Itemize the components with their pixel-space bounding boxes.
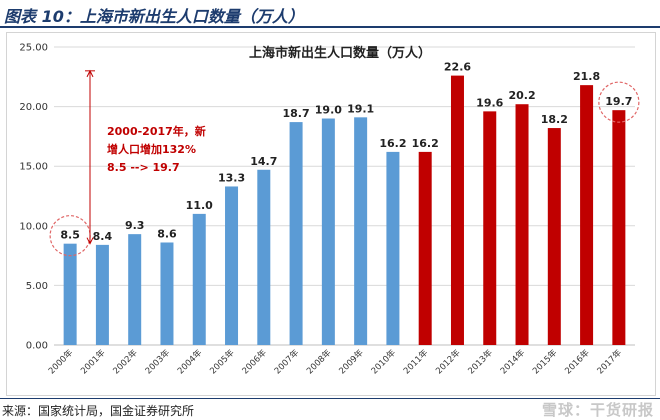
data-label: 8.5 — [60, 229, 80, 242]
bar-2006年 — [257, 169, 271, 345]
x-tick-label: 2017年 — [595, 347, 624, 376]
bar-2003年 — [160, 242, 174, 345]
data-label: 8.4 — [93, 230, 113, 243]
data-label: 19.0 — [315, 104, 342, 117]
bar-2010年 — [386, 151, 400, 345]
annotation-line-2: 8.5 --> 19.7 — [107, 161, 180, 174]
data-label: 11.0 — [186, 199, 213, 212]
data-label: 18.2 — [541, 113, 568, 126]
annotation-line-1: 增人口增加132% — [107, 142, 196, 156]
data-label: 14.7 — [250, 155, 277, 168]
data-label: 21.8 — [573, 70, 600, 83]
x-tick-label: 2011年 — [401, 347, 430, 376]
annotation-line-0: 2000-2017年，新 — [107, 124, 206, 138]
x-tick-label: 2004年 — [175, 347, 204, 376]
bar-2015年 — [547, 128, 561, 345]
data-label: 20.2 — [508, 89, 535, 102]
y-tick-label: 15.00 — [19, 162, 48, 173]
chart-frame: 0.00 5.00 10.00 15.00 20.00 25.00 上海市新出生人口数量（万… — [6, 32, 656, 396]
bar-2012年 — [450, 75, 464, 345]
x-tick-label: 2015年 — [530, 347, 559, 376]
y-tick-label: 25.00 — [19, 43, 48, 54]
bar-2013年 — [483, 111, 497, 345]
data-label: 19.7 — [605, 95, 632, 108]
bar-2008年 — [321, 118, 335, 346]
x-tick-label: 2003年 — [143, 347, 172, 376]
data-label: 16.2 — [412, 137, 439, 150]
data-label: 13.3 — [218, 171, 245, 184]
bar-chart: 0.00 5.00 10.00 15.00 20.00 25.00 上海市新出生人口数量（万… — [19, 43, 640, 376]
y-tick-label: 5.00 — [26, 281, 48, 292]
chart-title: 上海市新出生人口数量（万人） — [249, 45, 431, 61]
bar-2009年 — [354, 117, 368, 345]
figure-title: 图表 10：上海市新出生人口数量（万人） — [4, 7, 304, 26]
bar-2016年 — [580, 85, 594, 346]
bar-2017年 — [612, 110, 626, 346]
source-note: 来源：国家统计局，国金证券研究所 — [2, 404, 195, 418]
figure-footer: 来源：国家统计局，国金证券研究所 雪球：干货研报 — [0, 398, 660, 420]
data-label: 9.3 — [125, 219, 145, 232]
x-tick-label: 2009年 — [337, 347, 366, 376]
bar-2014年 — [515, 104, 529, 345]
x-tick-label: 2014年 — [498, 347, 527, 376]
data-label: 22.6 — [444, 61, 471, 74]
y-tick-label: 0.00 — [26, 341, 48, 352]
highlight-circle-2017年 — [598, 81, 640, 123]
x-tick-label: 2012年 — [434, 347, 463, 376]
y-tick-label: 20.00 — [19, 102, 48, 113]
figure-header: 图表 10：上海市新出生人口数量（万人） — [0, 0, 660, 28]
x-tick-label: 2007年 — [272, 347, 301, 376]
y-tick-label: 10.00 — [19, 221, 48, 232]
watermark-text: 雪球：干货研报 — [541, 401, 654, 419]
bar-2005年 — [225, 186, 239, 345]
bar-2000年 — [63, 243, 77, 345]
data-label: 19.6 — [476, 96, 503, 109]
data-label: 8.6 — [157, 227, 177, 240]
bar-2004年 — [192, 213, 206, 345]
x-tick-label: 2006年 — [240, 347, 269, 376]
data-label: 18.7 — [283, 107, 310, 120]
x-tick-label: 2001年 — [78, 347, 107, 376]
bar-2002年 — [128, 234, 142, 345]
x-tick-label: 2002年 — [111, 347, 140, 376]
bar-2001年 — [95, 244, 109, 345]
x-tick-label: 2016年 — [563, 347, 592, 376]
x-tick-label: 2005年 — [208, 347, 237, 376]
bar-2007年 — [289, 122, 303, 345]
x-tick-label: 2013年 — [466, 347, 495, 376]
x-tick-label: 2008年 — [304, 347, 333, 376]
x-tick-label: 2000年 — [46, 347, 75, 376]
data-label: 19.1 — [347, 102, 374, 115]
bar-2011年 — [418, 151, 432, 345]
growth-arrow-bottom — [86, 237, 94, 245]
data-label: 16.2 — [379, 137, 406, 150]
growth-arrow-top — [86, 69, 94, 78]
x-tick-label: 2010年 — [369, 347, 398, 376]
